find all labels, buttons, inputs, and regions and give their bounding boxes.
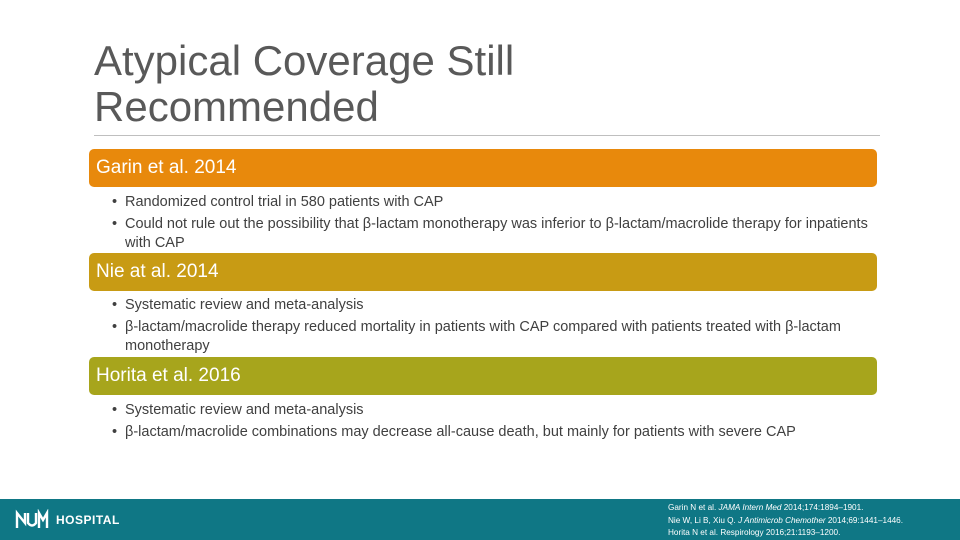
unm-logo-icon [15, 509, 49, 528]
bullet-item: Systematic review and meta-analysis [110, 296, 870, 315]
references: Garin N et al. JAMA Intern Med 2014;174:… [668, 502, 960, 540]
section-bullets-garin: Randomized control trial in 580 patients… [110, 193, 870, 256]
slide-title-line-2: Recommended [94, 83, 379, 130]
reference-line: Garin N et al. JAMA Intern Med 2014;174:… [668, 503, 864, 512]
slide-title-line-1: Atypical Coverage Still [94, 37, 515, 84]
bullet-item: β-lactam/macrolide therapy reduced morta… [110, 318, 870, 356]
section-heading-garin: Garin et al. 2014 [89, 149, 877, 187]
footer-bar: HOSPITAL Garin N et al. JAMA Intern Med … [0, 499, 960, 540]
section-bullets-nie: Systematic review and meta-analysis β-la… [110, 296, 870, 359]
bullet-item: β-lactam/macrolide combinations may decr… [110, 423, 870, 442]
reference-line: Nie W, Li B, Xiu Q. J Antimicrob Chemoth… [668, 515, 904, 525]
bullet-item: Could not rule out the possibility that … [110, 215, 870, 253]
hospital-logo-text: HOSPITAL [56, 513, 120, 527]
section-heading-nie: Nie at al. 2014 [89, 253, 877, 291]
slide-title: Atypical Coverage Still Recommended [94, 38, 794, 130]
reference-line: Horita N et al. Respirology 2016;21:1193… [668, 528, 841, 537]
section-bullets-horita: Systematic review and meta-analysis β-la… [110, 401, 870, 445]
bullet-item: Randomized control trial in 580 patients… [110, 193, 870, 212]
bullet-item: Systematic review and meta-analysis [110, 401, 870, 420]
title-divider [94, 135, 880, 136]
section-heading-horita: Horita et al. 2016 [89, 357, 877, 395]
